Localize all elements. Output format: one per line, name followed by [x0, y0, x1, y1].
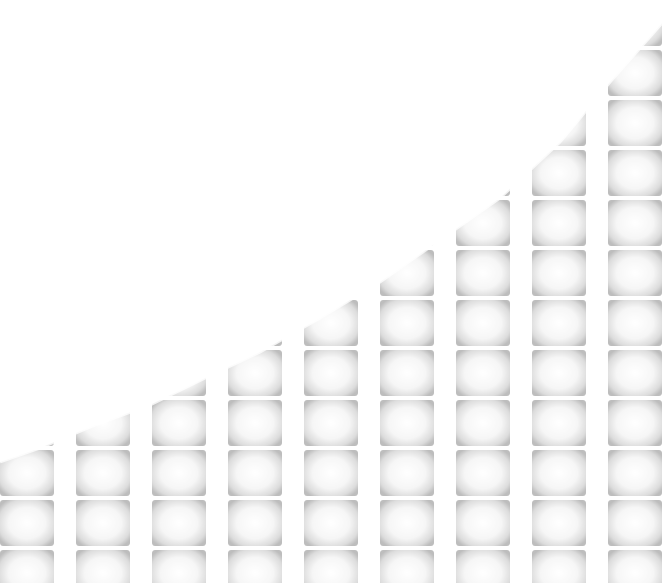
column-tops-soft-edge — [0, 21, 663, 464]
